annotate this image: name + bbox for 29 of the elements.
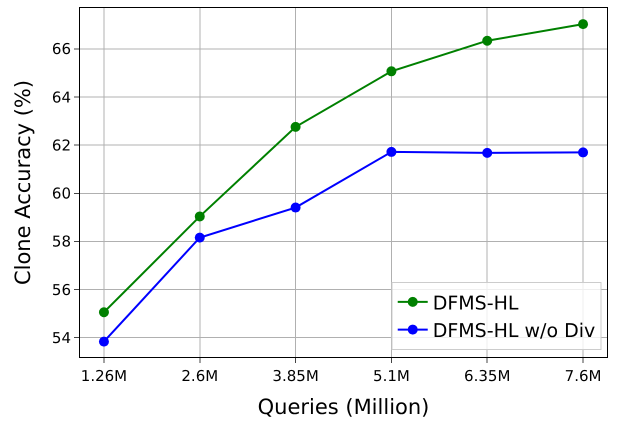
- y-tick-label: 54: [52, 328, 71, 347]
- x-tick-label: 7.6M: [564, 367, 602, 385]
- point: [386, 146, 396, 157]
- legend-label: DFMS-HL: [432, 292, 519, 314]
- point: [482, 148, 492, 158]
- y-tick-label: 64: [52, 88, 71, 106]
- y-tick-label: 60: [52, 184, 71, 203]
- x-tick-label: 3.85M: [272, 367, 319, 385]
- point: [386, 66, 396, 76]
- point: [194, 211, 205, 222]
- x-tick-label: 1.26M: [80, 367, 128, 385]
- point: [578, 19, 588, 30]
- point: [98, 307, 109, 318]
- point: [578, 147, 588, 158]
- legend-label: DFMS-HL w/o Div: [432, 320, 596, 342]
- y-tick-label: 62: [52, 136, 71, 154]
- point: [98, 336, 109, 347]
- y-tick-label: 66: [52, 40, 71, 58]
- y-axis-title: Clone Accuracy (%): [11, 80, 36, 286]
- point: [194, 232, 205, 243]
- y-tick-label: 56: [52, 280, 71, 299]
- y-tick-label: 58: [52, 232, 71, 251]
- point: [482, 36, 492, 46]
- point: [290, 202, 301, 213]
- point: [290, 122, 301, 132]
- x-tick-label: 2.6M: [181, 367, 218, 385]
- x-tick-label: 6.35M: [464, 367, 510, 385]
- x-axis-title: Queries (Million): [258, 395, 430, 420]
- x-tick-label: 5.1M: [373, 367, 410, 385]
